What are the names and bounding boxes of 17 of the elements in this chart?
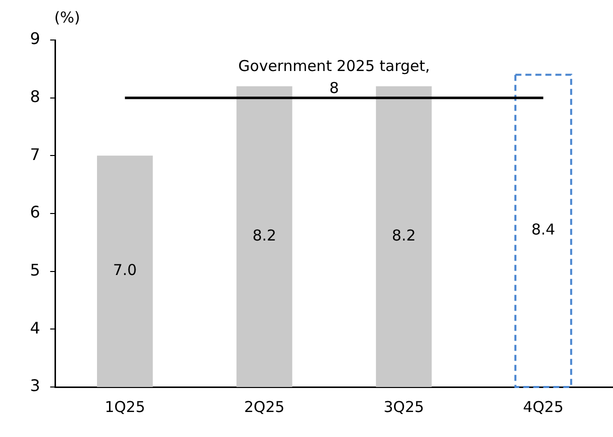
y-tick-label: 4	[30, 318, 40, 338]
x-tick-label: 3Q25	[384, 398, 424, 416]
data-label: 7.0	[112, 261, 137, 280]
y-tick-label: 8	[30, 86, 40, 106]
y-axis-title: (%)	[54, 8, 80, 26]
data-label: 8.2	[252, 226, 276, 245]
x-tick-label: 1Q25	[104, 398, 146, 416]
data-label: 8.2	[392, 226, 416, 245]
x-tick-label: 2Q25	[244, 398, 285, 416]
x-tick-label: 4Q25	[523, 398, 564, 416]
y-tick-label: 3	[30, 376, 40, 396]
ref-line-label: Government 2025 target, 8	[238, 56, 430, 97]
y-tick-label: 7	[30, 144, 40, 164]
y-tick-label: 9	[30, 29, 40, 48]
y-tick-label: 6	[30, 202, 40, 222]
y-tick-label: 5	[30, 260, 40, 280]
data-label: 8.4	[531, 220, 556, 239]
